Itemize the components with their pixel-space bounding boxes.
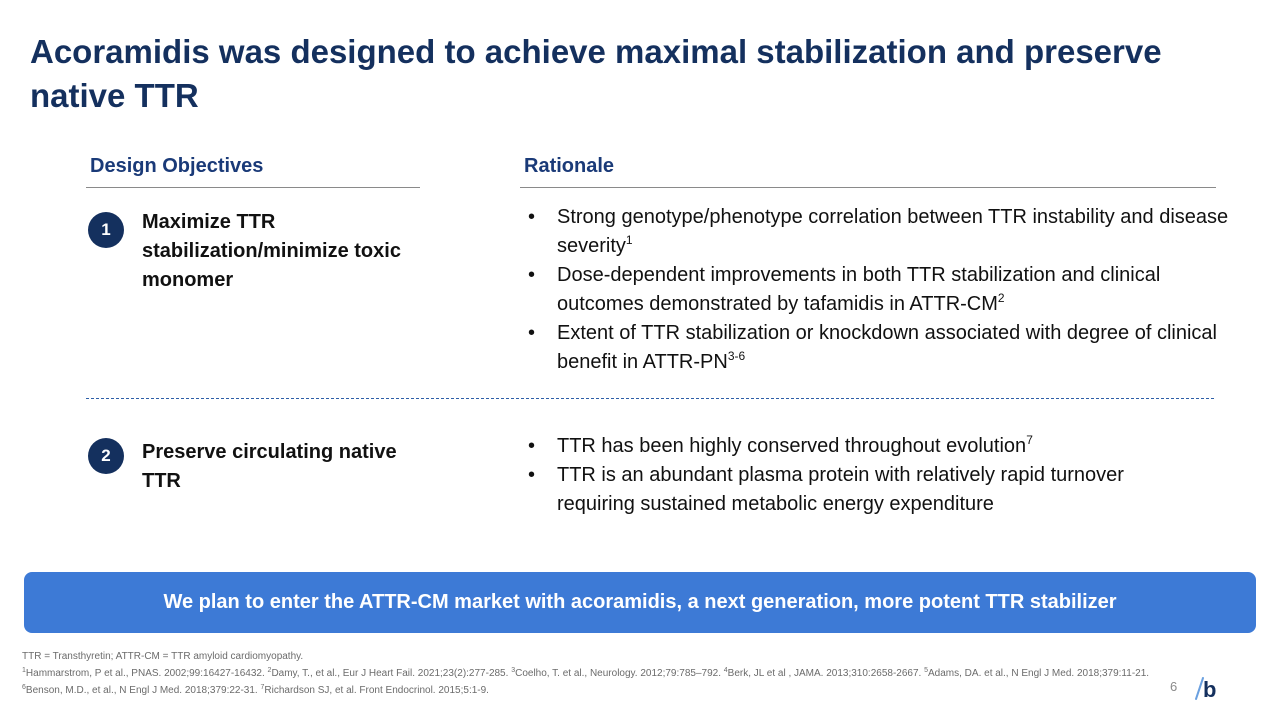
logo-letter: b [1203,677,1216,702]
reference-sup: 2 [997,291,1005,305]
references: 1Hammarstrom, P et al., PNAS. 2002;99:16… [22,665,1172,699]
objective-2-label: Preserve circulating native TTR [142,441,397,492]
design-objectives-header: Design Objectives [90,155,264,177]
bullet-icon: • [528,322,536,344]
rationale-text: TTR has been highly conserved throughout… [557,435,1027,457]
objective-number-badge: 1 [88,212,124,248]
reference-sup: 7 [1026,433,1033,447]
section-divider [86,398,1214,399]
reference-sup: 3-6 [727,349,746,363]
reference-text: Damy, T., et al., Eur J Heart Fail. 2021… [271,668,512,679]
objective-1-label: Maximize TTR stabilization/minimize toxi… [142,211,401,291]
rationale-item: • Dose-dependent improvements in both TTR… [528,261,1233,319]
rationale-item: • TTR has been highly conserved throughou… [528,432,1138,461]
reference-text: Coelho, T. et al., Neurology. 2012;79:78… [515,668,724,679]
reference-number: 3 [511,667,516,674]
footnotes: TTR = Transthyretin; ATTR-CM = TTR amylo… [22,648,1172,699]
rationale-text: Dose-dependent improvements in both TTR … [557,264,1161,315]
page-number: 6 [1170,679,1178,694]
company-logo-icon: b [1195,677,1216,702]
logo-slash [1195,677,1204,700]
reference-text: Berk, JL et al , JAMA. 2013;310:2658-266… [727,668,925,679]
reference-text: Richardson SJ, et al. Front Endocrinol. … [264,685,489,696]
reference-number: 4 [723,667,728,674]
objective-number-badge: 2 [88,438,124,474]
reference-text: Hammarstrom, P et al., PNAS. 2002;99:164… [25,668,268,679]
rationale-text: Extent of TTR stabilization or knockdown… [557,322,1217,373]
abbreviations: TTR = Transthyretin; ATTR-CM = TTR amylo… [22,651,304,662]
bullet-icon: • [528,435,536,457]
right-header-rule [520,187,1216,188]
banner-text: We plan to enter the ATTR-CM market with… [163,591,1117,613]
rationale-item: • TTR is an abundant plasma protein with … [528,461,1138,519]
reference-number: 6 [22,684,26,691]
bullet-icon: • [528,264,536,286]
rationale-list-1: • Strong genotype/phenotype correlation b… [528,203,1233,377]
reference-number: 5 [924,667,928,674]
rationale-header: Rationale [524,155,615,177]
bullet-icon: • [528,464,536,486]
key-message-banner: We plan to enter the ATTR-CM market with… [24,572,1256,633]
slide-title: Acoramidis was designed to achieve maxim… [30,33,1162,114]
rationale-item: • Extent of TTR stabilization or knockdow… [528,319,1233,377]
rationale-list-2: • TTR has been highly conserved throughou… [528,432,1138,519]
reference-text: Benson, M.D., et al., N Engl J Med. 2018… [25,685,261,696]
reference-number: 7 [260,684,265,691]
reference-number: 1 [22,667,26,674]
bullet-icon: • [528,206,536,228]
reference-number: 2 [267,667,272,674]
rationale-text: Strong genotype/phenotype correlation be… [557,206,1229,257]
rationale-item: • Strong genotype/phenotype correlation b… [528,203,1233,261]
left-header-rule [86,187,420,188]
reference-text: Adams, DA. et al., N Engl J Med. 2018;37… [928,668,1150,679]
reference-sup: 1 [625,233,633,247]
rationale-text: TTR is an abundant plasma protein with r… [557,464,1124,515]
